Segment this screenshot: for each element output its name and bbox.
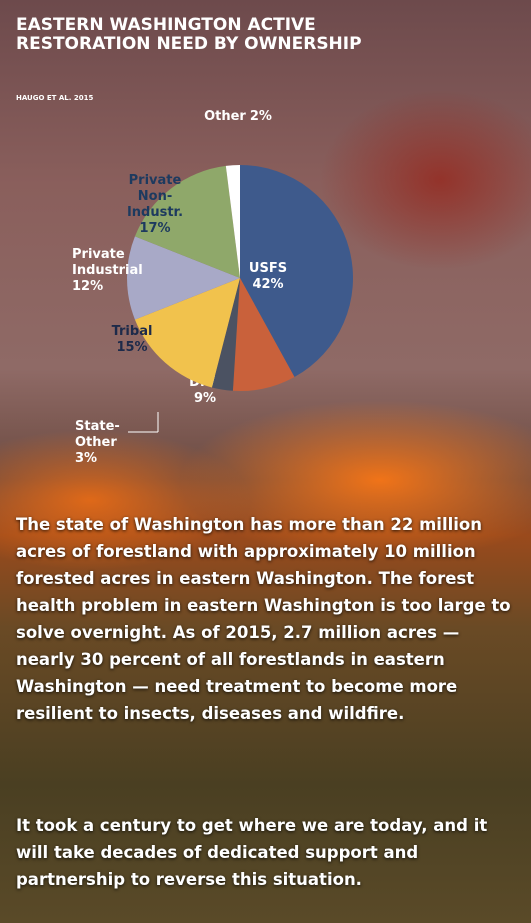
category-label: USFS <box>249 261 287 276</box>
paragraph: The state of Washington has more than 22… <box>16 511 521 727</box>
value-label: 9% <box>194 391 216 406</box>
category-line: Other <box>204 109 246 124</box>
value-label: 2% <box>250 109 272 124</box>
category-line: USFS <box>249 261 287 276</box>
category-line: Other <box>75 435 117 450</box>
category-line: Private <box>129 173 182 188</box>
value-label: 12% <box>72 279 103 294</box>
value-label: 17% <box>139 221 170 236</box>
infographic: EASTERN WASHINGTON ACTIVERESTORATION NEE… <box>0 0 531 923</box>
value-label: 42% <box>252 277 283 292</box>
category-label: Tribal <box>112 324 153 339</box>
paragraph: It took a century to get where we are to… <box>16 812 521 893</box>
value-label: 3% <box>75 451 97 466</box>
category-line: Private <box>72 247 125 262</box>
category-line: State- <box>75 419 120 434</box>
category-line: Industr. <box>127 205 183 220</box>
category-label: Other <box>204 109 246 124</box>
slice-label: Other 2% <box>204 109 272 124</box>
category-line: Tribal <box>112 324 153 339</box>
value-label: 15% <box>116 340 147 355</box>
category-line: Industrial <box>72 263 143 278</box>
chart-subtitle: HAUGO ET AL. 2015 <box>16 94 93 102</box>
category-line: Non- <box>138 189 172 204</box>
category-label: State-Other <box>75 419 120 450</box>
